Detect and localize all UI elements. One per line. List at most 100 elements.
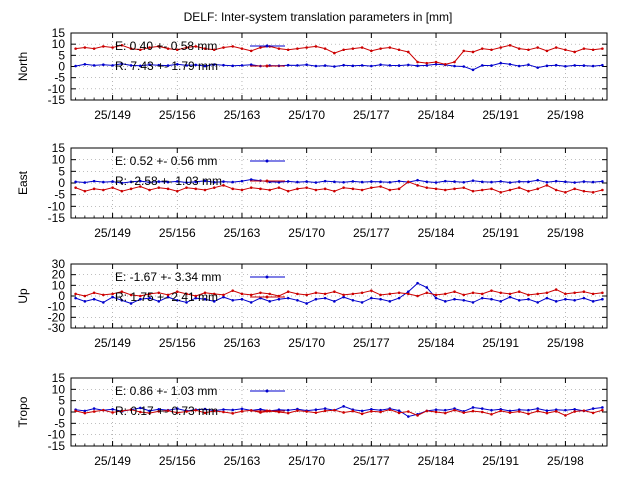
data-point-e <box>305 63 308 67</box>
data-point-e <box>175 180 179 183</box>
data-point-e <box>471 301 475 304</box>
data-point-e <box>83 181 87 184</box>
data-point-e <box>157 63 161 67</box>
data-point-e <box>536 301 539 304</box>
data-point-r <box>333 51 336 55</box>
legend-marker <box>265 64 269 68</box>
y-axis-label: Up <box>16 288 30 304</box>
data-point-e <box>425 64 429 67</box>
data-point-e <box>74 180 77 184</box>
data-point-r <box>102 408 105 412</box>
data-point-r <box>323 187 327 191</box>
legend-entry-text: E: 0.40 +- 0.58 mm <box>115 39 217 53</box>
data-point-e <box>296 64 299 67</box>
data-point-e <box>397 179 401 183</box>
data-point-e <box>333 300 336 303</box>
data-point-r <box>397 411 401 415</box>
data-point-r <box>573 50 576 54</box>
y-tick-label: 0 <box>58 176 65 190</box>
y-tick-label: 0 <box>58 405 65 419</box>
data-point-r <box>508 188 512 192</box>
data-point-e <box>129 180 133 184</box>
x-tick-label: 25/191 <box>482 226 519 240</box>
legend-entry-text: R: 0.17 +- 0.73 mm <box>115 404 218 418</box>
data-point-r <box>194 294 198 298</box>
data-point-e <box>148 409 151 413</box>
data-point-e <box>111 180 114 183</box>
x-tick-label: 25/184 <box>418 226 455 240</box>
data-point-e <box>360 64 364 67</box>
x-tick-label: 25/163 <box>224 454 261 468</box>
data-point-e <box>490 180 493 184</box>
data-point-r <box>554 46 558 49</box>
data-point-r <box>185 46 188 49</box>
data-point-e <box>388 181 392 184</box>
data-point-r <box>554 410 558 413</box>
x-tick-label: 25/198 <box>547 336 584 350</box>
data-point-r <box>212 186 216 189</box>
data-point-r <box>194 45 198 48</box>
data-point-e <box>434 296 438 300</box>
data-point-r <box>249 293 253 297</box>
data-point-e <box>517 298 521 302</box>
data-point-r <box>480 47 484 50</box>
y-tick-label: 15 <box>52 371 66 385</box>
data-point-e <box>111 295 114 299</box>
x-tick-label: 25/184 <box>418 336 455 350</box>
data-point-r <box>111 46 114 49</box>
data-point-r <box>536 187 539 191</box>
data-point-r <box>323 292 327 296</box>
data-point-e <box>471 68 475 72</box>
data-point-e <box>351 180 355 183</box>
data-point-e <box>286 180 290 183</box>
data-point-e <box>139 297 142 301</box>
data-point-e <box>564 297 567 301</box>
data-point-r <box>379 293 382 297</box>
y-tick-label: 10 <box>52 37 66 51</box>
data-point-r <box>453 290 456 294</box>
data-point-r <box>249 49 253 53</box>
data-point-e <box>212 300 216 303</box>
data-point-r <box>434 187 438 191</box>
series-line-e <box>75 178 603 184</box>
data-point-r <box>601 291 604 295</box>
data-point-r <box>527 189 530 193</box>
data-point-r <box>92 410 96 413</box>
data-point-e <box>92 407 96 410</box>
data-point-r <box>416 60 419 64</box>
data-point-e <box>527 63 530 67</box>
data-point-e <box>443 300 447 303</box>
data-point-r <box>296 187 299 191</box>
data-point-e <box>314 297 318 301</box>
data-point-e <box>370 296 373 300</box>
data-point-e <box>462 181 466 184</box>
data-point-e <box>508 295 512 299</box>
data-point-e <box>397 296 401 300</box>
data-point-e <box>286 63 290 67</box>
data-point-r <box>508 43 512 47</box>
data-point-r <box>545 291 549 295</box>
data-point-r <box>388 46 392 49</box>
data-point-e <box>527 180 530 184</box>
data-point-e <box>185 64 188 67</box>
data-point-r <box>379 410 382 414</box>
data-point-r <box>222 293 225 297</box>
data-point-e <box>508 181 512 184</box>
data-point-e <box>342 405 345 408</box>
data-point-e <box>92 64 96 67</box>
data-point-r <box>443 188 447 192</box>
data-point-r <box>536 292 539 296</box>
data-point-r <box>527 412 530 416</box>
x-tick-label: 25/149 <box>94 108 131 122</box>
legend-marker <box>265 389 269 393</box>
data-point-e <box>527 297 530 301</box>
data-point-e <box>314 408 318 412</box>
data-point-r <box>554 288 558 291</box>
data-point-r <box>370 186 373 189</box>
data-point-r <box>564 292 567 296</box>
data-point-e <box>407 290 410 294</box>
data-point-r <box>203 291 207 295</box>
y-tick-label: -15 <box>48 93 66 107</box>
data-point-r <box>203 411 207 415</box>
